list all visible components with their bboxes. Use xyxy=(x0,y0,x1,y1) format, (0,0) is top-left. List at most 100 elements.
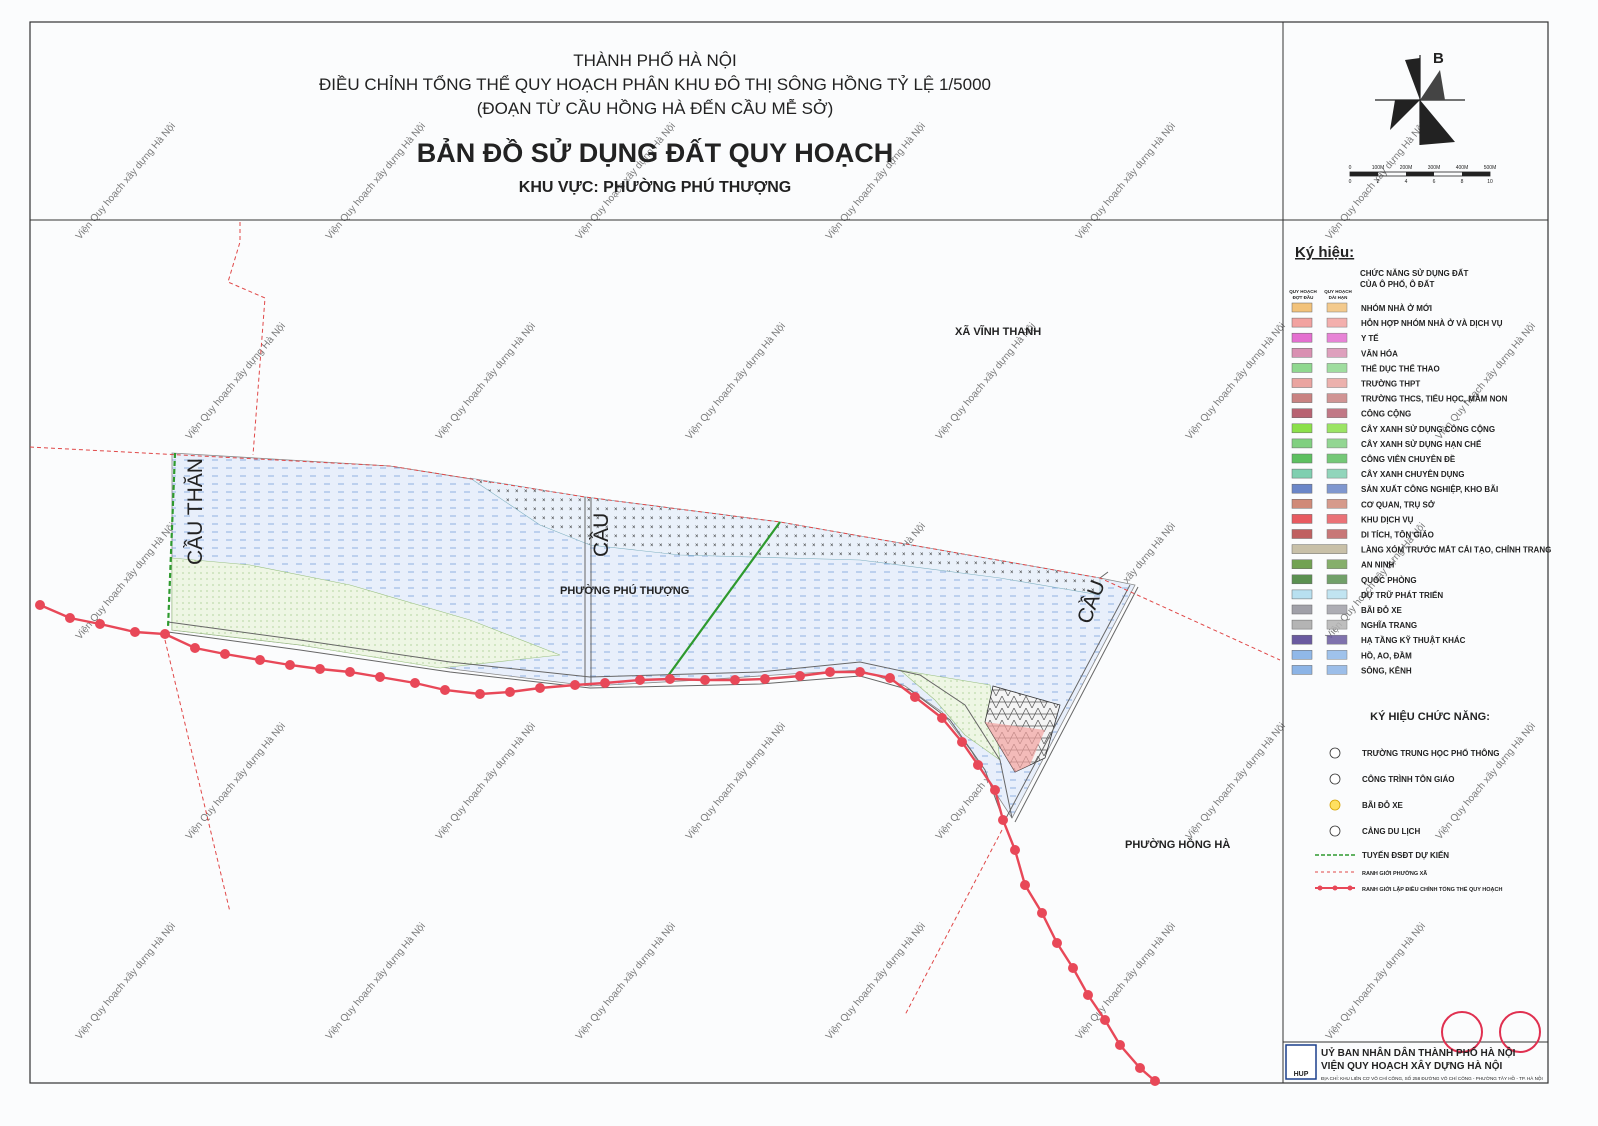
legend-label: VĂN HÓA xyxy=(1361,349,1398,358)
legend-label: SÔNG, KÊNH xyxy=(1361,666,1412,675)
legend-swatch xyxy=(1291,393,1313,403)
compass: B xyxy=(1375,50,1465,145)
legend-heading: CỦA Ô PHỐ, Ô ĐẤT xyxy=(1360,279,1434,289)
boundary-node xyxy=(998,815,1008,825)
boundary-node xyxy=(1150,1076,1160,1086)
function-symbol xyxy=(1332,885,1338,891)
boundary-line xyxy=(39,603,1156,1082)
boundary-node xyxy=(1100,1015,1110,1025)
boundary-node xyxy=(937,713,947,723)
function-symbol xyxy=(1329,825,1341,837)
legend-swatch xyxy=(1326,650,1348,660)
legend-column-header: DÀI HẠN xyxy=(1329,294,1348,300)
function-symbol xyxy=(1329,773,1341,785)
legend-label: HỒ, AO, ĐẦM xyxy=(1361,650,1412,660)
legend-swatch xyxy=(1326,665,1348,675)
boundary-node xyxy=(1115,1040,1125,1050)
legend-swatch xyxy=(1326,499,1348,509)
boundary-node xyxy=(600,678,610,688)
boundary-node xyxy=(957,737,967,747)
title-block: HUP UỶ BAN NHÂN DÂN THÀNH PHỐ HÀ NỘI VIỆ… xyxy=(1283,1011,1548,1081)
legend-label: LÀNG XÓM TRƯỚC MẮT CẢI TẠO, CHỈNH TRANG xyxy=(1361,546,1551,555)
area: KHU VỰC: PHƯỜNG PHÚ THƯỢNG xyxy=(519,177,791,196)
legend-label: TRƯỜNG THPT xyxy=(1361,380,1420,389)
bridge-label: CẦU THĂN xyxy=(184,458,207,565)
legend-swatch xyxy=(1291,453,1313,464)
authority: UỶ BAN NHÂN DÂN THÀNH PHỐ HÀ NỘI xyxy=(1321,1045,1516,1059)
legend-swatch xyxy=(1326,604,1348,615)
boundary-node xyxy=(130,627,140,637)
boundary-node xyxy=(910,692,920,702)
legend-swatch xyxy=(1326,468,1348,479)
boundary-node xyxy=(825,667,835,677)
boundary-node xyxy=(35,600,45,610)
legend-label: THỂ DỤC THỂ THAO xyxy=(1361,364,1440,373)
legend-swatch xyxy=(1291,650,1313,660)
metro-line-west xyxy=(166,452,177,629)
function-label: RANH GIỚI PHƯỜNG XÃ xyxy=(1362,869,1427,877)
scale-label: 200M xyxy=(1400,165,1413,171)
function-label: BÃI ĐỖ XE xyxy=(1362,801,1404,810)
north-label: B xyxy=(1433,50,1444,67)
functions-title: KÝ HIỆU CHỨC NĂNG: xyxy=(1370,710,1490,723)
boundary-node xyxy=(1135,1063,1145,1073)
scale-label: 6 xyxy=(1433,179,1436,185)
boundary-node xyxy=(220,649,230,659)
function-symbol xyxy=(1329,747,1341,759)
boundary-node xyxy=(505,687,515,697)
legend-label: CÂY XANH CHUYÊN DỤNG xyxy=(1361,470,1464,479)
legend-label: QUỐC PHÒNG xyxy=(1361,575,1417,585)
boundary-node xyxy=(315,664,325,674)
boundary-node xyxy=(855,667,865,677)
legend-swatch xyxy=(1326,378,1348,388)
legend-label: DI TÍCH, TÔN GIÁO xyxy=(1361,531,1434,540)
legend-label: KHU DỊCH VỤ xyxy=(1361,515,1414,524)
boundary-node xyxy=(1083,990,1093,1000)
green-area xyxy=(171,557,561,669)
legend-column-header: ĐỢT ĐẦU xyxy=(1293,294,1314,300)
ward-boundary xyxy=(29,222,1281,1016)
legend-label: CƠ QUAN, TRỤ SỞ xyxy=(1361,500,1435,509)
legend-label: CÔNG VIÊN CHUYÊN ĐỀ xyxy=(1361,454,1456,464)
boundary-node xyxy=(1020,880,1030,890)
legend-label: TRƯỜNG THCS, TIỂU HỌC, MẦM NON xyxy=(1361,394,1508,404)
legend-swatch xyxy=(1291,574,1313,585)
legend-label: NGHĨA TRANG xyxy=(1361,621,1417,630)
function-label: RANH GIỚI LẬP ĐIỀU CHỈNH TỔNG THỂ QUY HO… xyxy=(1362,885,1502,893)
boundary-node xyxy=(1052,938,1062,948)
legend-swatch xyxy=(1326,408,1348,418)
legend-heading: CHỨC NĂNG SỬ DỤNG ĐẤT xyxy=(1360,268,1468,278)
scale-label: 10 xyxy=(1487,179,1493,185)
legend-swatch xyxy=(1291,378,1313,388)
function-label: CẢNG DU LỊCH xyxy=(1362,827,1420,836)
legend-swatch xyxy=(1326,423,1348,434)
place-label: PHƯỜNG HỒNG HÀ xyxy=(1125,838,1230,851)
function-label: TUYẾN ĐSĐT DỰ KIẾN xyxy=(1362,850,1449,860)
legend-swatch xyxy=(1291,348,1313,358)
legend-swatch xyxy=(1326,332,1348,343)
legend-label: HẠ TẦNG KỸ THUẬT KHÁC xyxy=(1361,635,1466,645)
function-symbol xyxy=(1317,885,1323,891)
legend-label: CÂY XANH SỬ DỤNG HẠN CHẾ xyxy=(1361,439,1482,449)
legend-column-header: QUY HOẠCH xyxy=(1324,289,1351,294)
legend: Ký hiệu: KÝ HIỆU CHỨC NĂNG: CHỨC NĂNG SỬ… xyxy=(1289,244,1551,893)
legend-swatch xyxy=(1291,634,1313,645)
boundary-node xyxy=(440,685,450,695)
boundary-node xyxy=(410,678,420,688)
legend-swatch xyxy=(1326,634,1348,645)
boundary-node xyxy=(990,785,1000,795)
legend-swatch xyxy=(1291,468,1313,479)
boundary-node xyxy=(795,671,805,681)
legend-swatch xyxy=(1326,453,1348,464)
legend-label: HỖN HỢP NHÓM NHÀ Ở VÀ DỊCH VỤ xyxy=(1361,319,1503,328)
boundary-node xyxy=(375,672,385,682)
function-label: CÔNG TRÌNH TÔN GIÁO xyxy=(1362,775,1454,784)
legend-swatch xyxy=(1291,604,1313,615)
logo-text: HUP xyxy=(1294,1071,1309,1078)
boundary-node xyxy=(345,667,355,677)
legend-swatch xyxy=(1291,665,1313,675)
map: XÃ VĨNH THANH PHƯỜNG PHÚ THƯỢNG PHƯỜNG H… xyxy=(29,222,1281,1086)
legend-label: BÃI ĐỖ XE xyxy=(1361,606,1403,615)
legend-swatch xyxy=(1326,483,1348,494)
